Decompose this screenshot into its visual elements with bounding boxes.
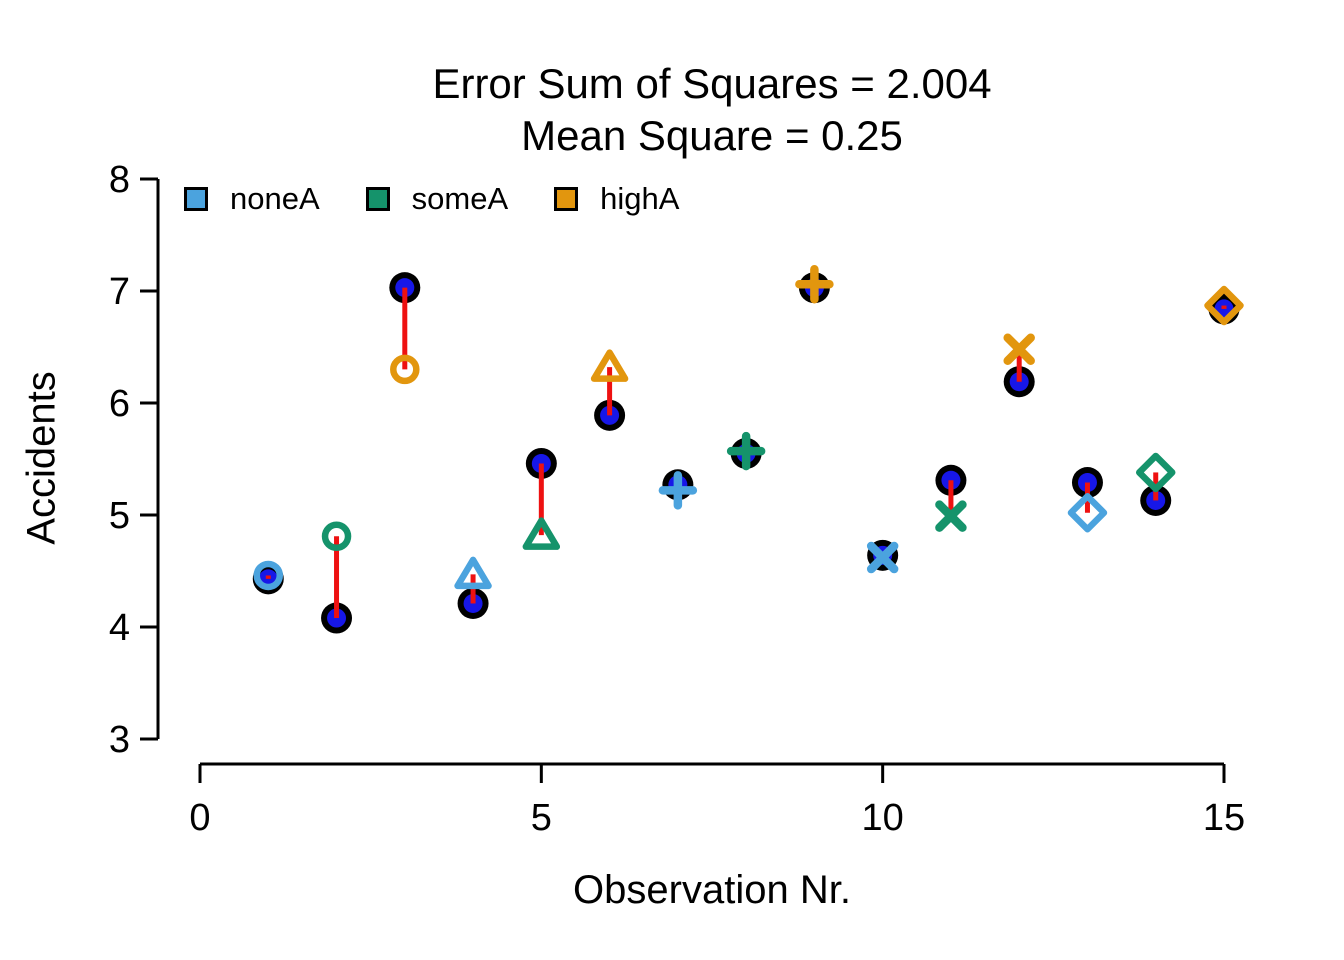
legend-item-noneA: noneA xyxy=(184,181,320,217)
observed-point-diamond xyxy=(1067,493,1108,533)
observed-point-x xyxy=(1003,333,1035,365)
observed-point-diamond xyxy=(1204,285,1244,326)
observed-point-x xyxy=(935,500,967,532)
observed-point-circle xyxy=(253,560,284,591)
observed-point-triangle xyxy=(454,556,492,590)
chart-title: Error Sum of Squares = 2.004 Mean Square… xyxy=(432,58,991,162)
observed-point-plus xyxy=(795,265,834,304)
observed-point-x xyxy=(866,541,899,574)
y-tick-label-5: 5 xyxy=(109,495,130,537)
x-tick-label-15: 15 xyxy=(1203,797,1245,839)
legend-swatch-noneA xyxy=(184,187,208,211)
title-line-2: Mean Square = 0.25 xyxy=(521,112,903,159)
x-tick-label-0: 0 xyxy=(189,797,210,839)
legend-swatch-highA xyxy=(554,187,579,211)
legend-label-someA: someA xyxy=(411,181,509,216)
legend-label-noneA: noneA xyxy=(230,181,320,216)
observed-point-circle xyxy=(390,354,420,385)
legend-item-highA: highA xyxy=(554,181,679,217)
x-tick-label-10: 10 xyxy=(862,797,904,839)
legend-label-highA: highA xyxy=(600,181,680,216)
legend: noneA someA highA xyxy=(184,181,679,217)
x-tick-label-5: 5 xyxy=(531,797,552,839)
observed-point-plus xyxy=(658,471,698,510)
y-tick-label-4: 4 xyxy=(109,607,130,649)
observed-point-triangle xyxy=(590,349,629,382)
title-line-1: Error Sum of Squares = 2.004 xyxy=(432,60,992,107)
observed-point-plus xyxy=(726,431,766,471)
x-axis-title: Observation Nr. xyxy=(573,868,851,912)
observed-point-circle xyxy=(321,521,352,552)
y-tick-label-3: 3 xyxy=(109,719,130,761)
y-tick-label-6: 6 xyxy=(109,383,130,425)
y-tick-label-7: 7 xyxy=(109,271,130,313)
y-tick-label-8: 8 xyxy=(109,159,130,201)
legend-swatch-someA xyxy=(365,187,390,211)
observed-point-diamond xyxy=(1135,452,1176,493)
observed-point-triangle xyxy=(522,517,561,550)
legend-item-someA: someA xyxy=(365,181,509,217)
